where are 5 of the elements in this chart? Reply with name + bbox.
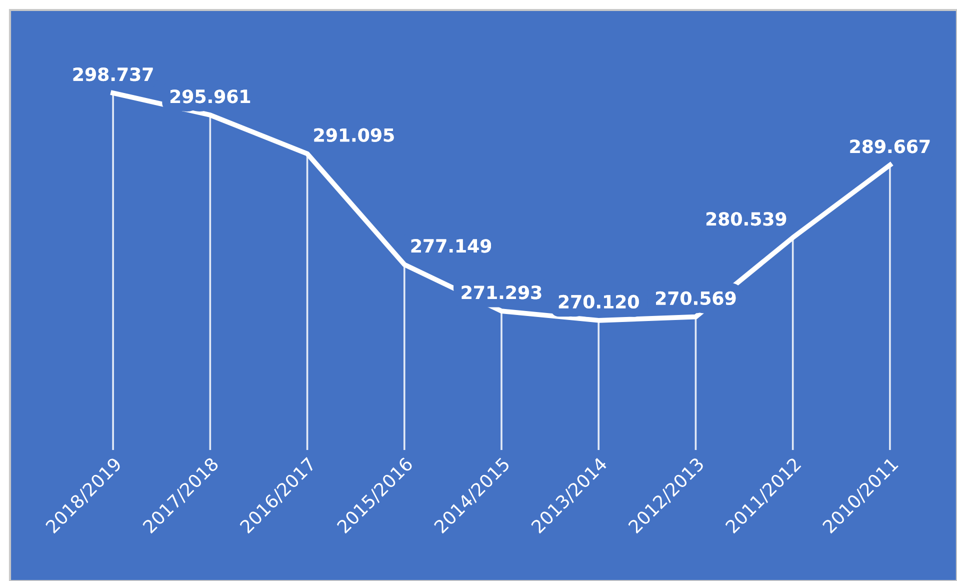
data-label: 277.149 xyxy=(411,239,492,253)
data-label: 298.737 xyxy=(73,68,153,82)
data-label: 291.095 xyxy=(314,128,394,142)
data-label: 280.539 xyxy=(706,212,786,226)
data-label: 289.667 xyxy=(850,140,930,154)
